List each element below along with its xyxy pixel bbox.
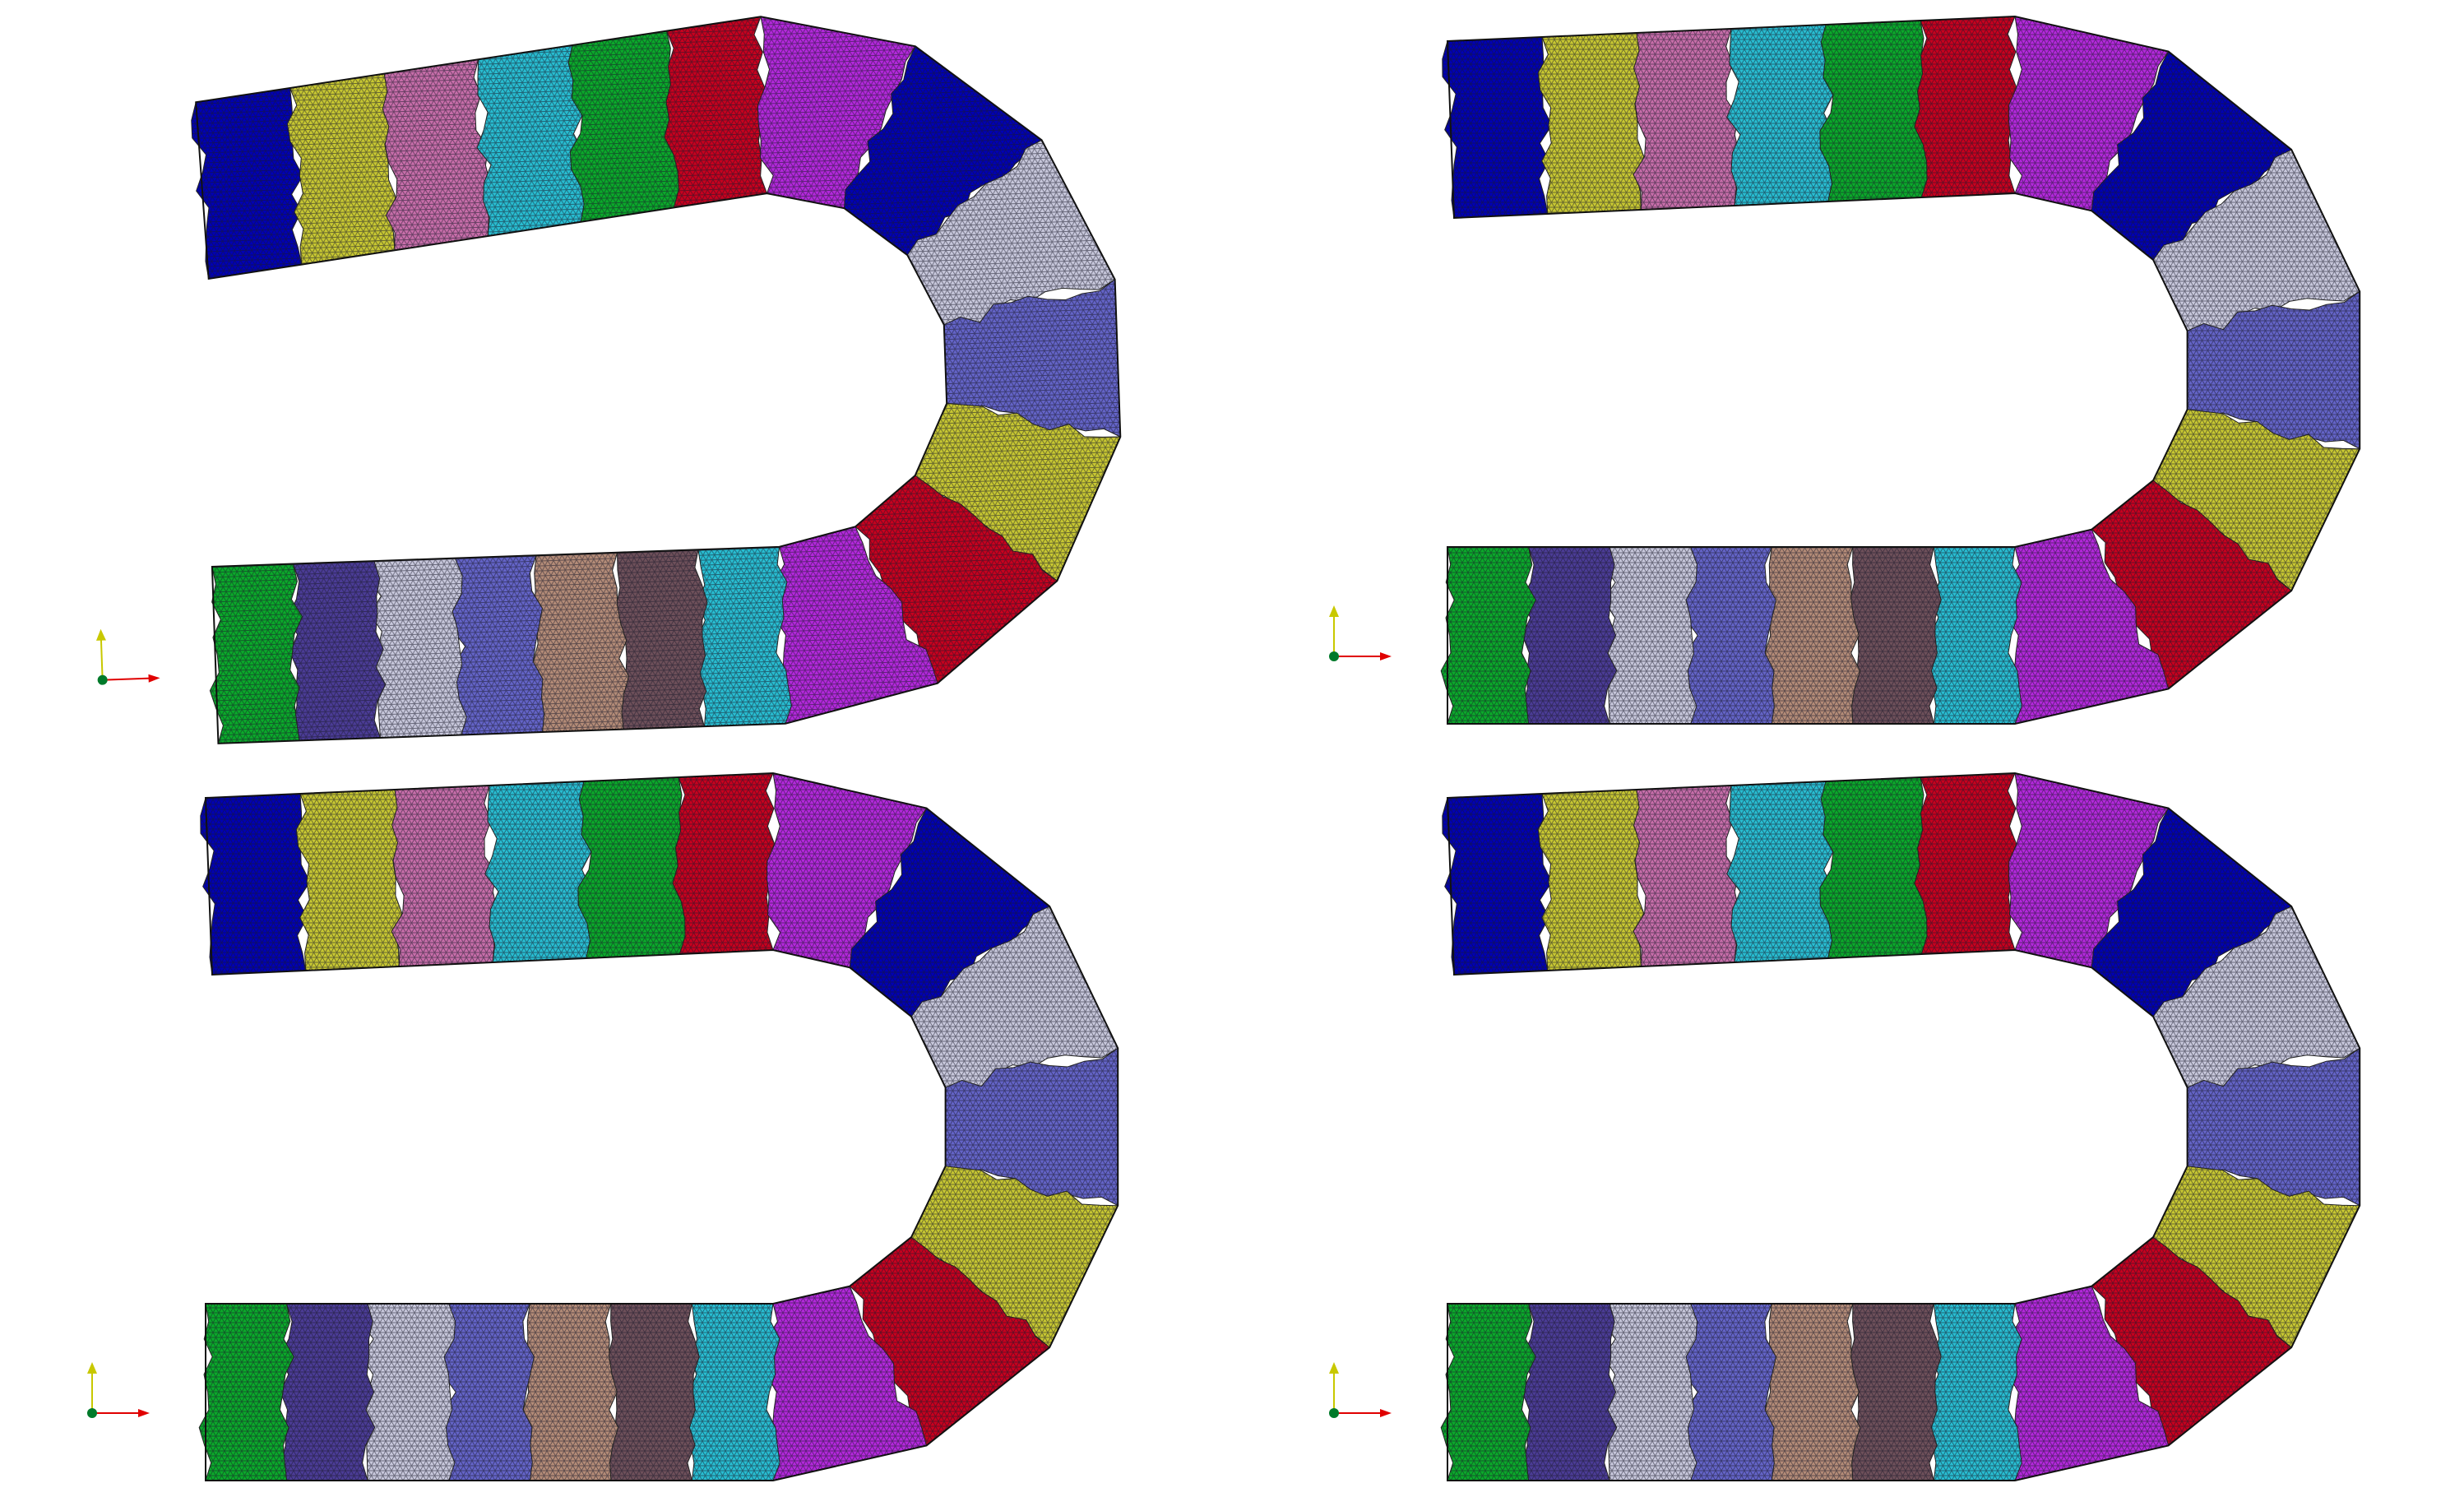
tl-part-2-mesh [286, 73, 396, 266]
tl-part-4-mesh [476, 44, 586, 237]
bl-part-15-mesh [607, 1303, 700, 1481]
tl-part-3-mesh [382, 58, 491, 251]
tr-part-16-mesh [1764, 546, 1861, 725]
tr-outline [1446, 15, 2361, 725]
axis-origin [87, 1408, 97, 1418]
bl-part-4-mesh [484, 781, 592, 963]
tr-part-14-mesh [1928, 546, 2022, 725]
br-axis-triad [1329, 1362, 1392, 1418]
tr-part-6-mesh [1914, 16, 2017, 198]
tl-axis-triad [95, 628, 160, 685]
tl-part-15-mesh [615, 549, 708, 730]
y-axis-arrowhead [95, 628, 106, 641]
tr-part-20-mesh [1440, 546, 1536, 725]
tr-part-1-mesh [1442, 36, 1553, 219]
br-part-4-mesh [1726, 781, 1834, 963]
y-axis-arrowhead [87, 1362, 97, 1374]
bl-part-20-mesh [198, 1303, 294, 1481]
br-part-6-mesh [1914, 772, 2017, 955]
br-part-17-mesh [1684, 1303, 1777, 1481]
x-axis-arrow [102, 677, 151, 681]
tl-part-5-mesh [567, 30, 681, 223]
y-axis-arrowhead [1329, 1362, 1339, 1374]
br-part-20-mesh [1440, 1303, 1536, 1481]
panel-bottom-right [1329, 772, 2361, 1481]
x-axis-arrowhead [1380, 652, 1392, 660]
tr-part-3-mesh [1633, 28, 1739, 211]
br-part-19-mesh [1521, 1303, 1618, 1481]
bl-outline [204, 772, 1119, 1481]
bl-part-5-mesh [577, 776, 688, 959]
tl-outline [195, 16, 1122, 744]
br-part-1-mesh [1442, 793, 1553, 976]
tl-part-19-mesh [287, 560, 387, 741]
x-axis-arrowhead [1380, 1409, 1392, 1417]
br-part-5-mesh [1819, 776, 1929, 959]
x-axis-arrowhead [138, 1409, 150, 1417]
bl-part-3-mesh [391, 785, 498, 967]
bl-part-1-mesh [200, 793, 311, 976]
panel-bottom-left [87, 772, 1119, 1481]
tr-part-4-mesh [1726, 24, 1834, 206]
tr-part-15-mesh [1849, 546, 1942, 725]
tr-part-19-mesh [1521, 546, 1618, 725]
panel-top-right [1329, 15, 2361, 725]
tr-part-2-mesh [1537, 32, 1645, 215]
bl-part-14-mesh [686, 1303, 780, 1481]
tl-part-14-mesh [696, 546, 792, 727]
y-axis-arrow [100, 637, 104, 680]
bl-part-16-mesh [522, 1303, 619, 1481]
tr-part-5-mesh [1819, 20, 1929, 202]
panel-top-left [95, 16, 1122, 744]
tl-part-20-mesh [209, 563, 303, 744]
tl-part-17-mesh [450, 554, 545, 736]
br-outline [1446, 772, 2361, 1481]
y-axis-arrowhead [1329, 605, 1339, 617]
axis-origin [1329, 1408, 1339, 1418]
bl-part-2-mesh [295, 789, 403, 971]
br-part-16-mesh [1764, 1303, 1861, 1481]
tr-axis-triad [1329, 605, 1392, 661]
br-part-14-mesh [1928, 1303, 2022, 1481]
bl-axis-triad [87, 1362, 150, 1418]
tr-part-17-mesh [1684, 546, 1777, 725]
bl-part-18-mesh [359, 1303, 456, 1481]
br-part-3-mesh [1633, 785, 1739, 967]
tl-part-16-mesh [532, 552, 630, 733]
bl-part-6-mesh [672, 772, 776, 955]
bl-part-17-mesh [442, 1303, 535, 1481]
x-axis-arrowhead [148, 674, 160, 683]
tl-part-1-mesh [191, 87, 303, 280]
axis-origin [1329, 651, 1339, 661]
bl-part-19-mesh [279, 1303, 376, 1481]
tr-part-18-mesh [1601, 546, 1698, 725]
br-part-15-mesh [1849, 1303, 1942, 1481]
axis-origin [97, 674, 108, 685]
br-part-18-mesh [1601, 1303, 1698, 1481]
br-part-2-mesh [1537, 789, 1645, 971]
